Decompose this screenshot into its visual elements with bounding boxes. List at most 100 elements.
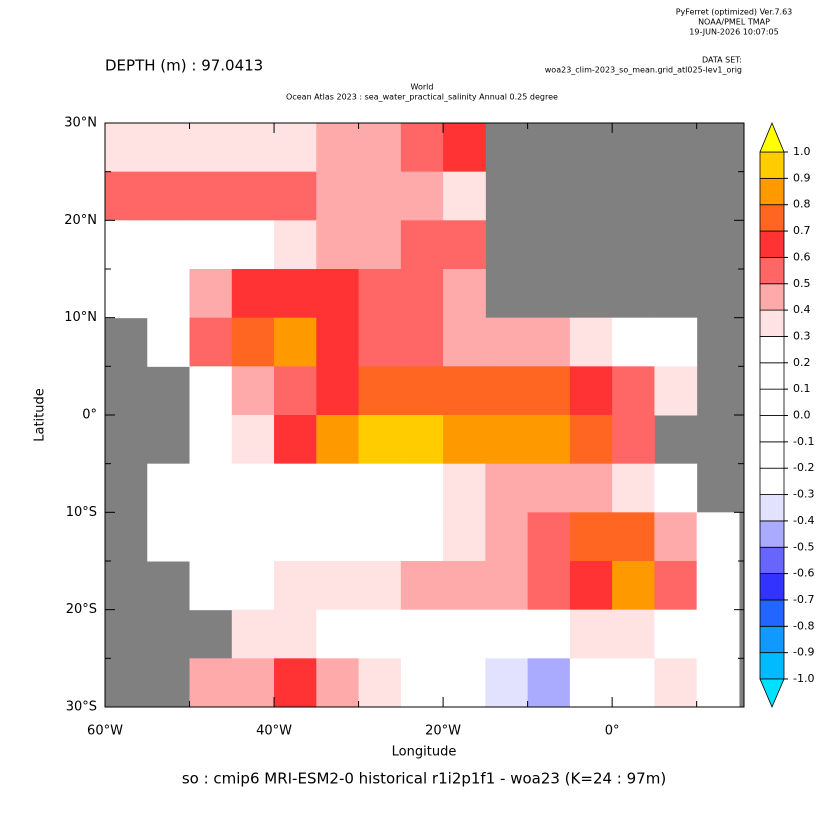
cell [443, 658, 486, 708]
colorbar-bin [759, 177, 785, 206]
cell [274, 658, 317, 708]
cell [316, 512, 360, 562]
cell [274, 123, 317, 173]
cell [231, 317, 275, 367]
cell [189, 658, 233, 708]
colorbar-bin [759, 546, 785, 575]
cell [105, 269, 148, 319]
x-tick-label: 0° [605, 724, 620, 739]
colorbar-label: -1.0 [793, 672, 814, 685]
cell [612, 561, 655, 611]
cell [358, 512, 402, 562]
colorbar-label: -0.1 [793, 435, 814, 448]
cell [400, 123, 444, 173]
cell [696, 609, 740, 659]
cell [612, 415, 655, 465]
cell [527, 561, 571, 611]
cell [654, 512, 698, 562]
colorbar-label: 0.7 [793, 224, 811, 237]
cell [612, 317, 655, 367]
cell [400, 463, 444, 513]
cell [400, 658, 444, 708]
cell [274, 561, 317, 611]
cell [527, 658, 571, 708]
cell [105, 123, 148, 173]
cell [485, 415, 529, 465]
cell [654, 463, 698, 513]
colorbar-label: -0.9 [793, 646, 814, 659]
cell [147, 317, 191, 367]
chart-title: World [411, 83, 434, 92]
cell [231, 415, 275, 465]
depth-label: DEPTH (m) : 97.0413 [105, 57, 263, 75]
cell [231, 561, 275, 611]
cell [231, 609, 275, 659]
cell [147, 123, 191, 173]
colorbar-bin [759, 599, 785, 627]
colorbar-bin [759, 362, 785, 390]
y-tick-label: 10°N [64, 310, 97, 325]
cell [358, 609, 402, 659]
cell [612, 512, 655, 562]
cell [316, 463, 360, 513]
cell [612, 609, 655, 659]
cell [105, 220, 148, 270]
cell [316, 561, 360, 611]
y-tick-label: 20°S [66, 602, 97, 617]
cell [189, 171, 233, 221]
cell [443, 463, 486, 513]
cell [400, 561, 444, 611]
colorbar-bin [759, 388, 785, 416]
cell [612, 366, 655, 416]
cell [400, 609, 444, 659]
cell [696, 658, 740, 708]
cell [443, 269, 486, 319]
colorbar-bin [759, 151, 785, 179]
cell [527, 415, 571, 465]
cell [274, 463, 317, 513]
cell [612, 463, 655, 513]
colorbar-label: -0.4 [793, 514, 814, 527]
colorbar-bin [759, 520, 785, 548]
cell [274, 220, 317, 270]
cell [569, 415, 613, 465]
y-tick-label: 0° [82, 408, 97, 423]
cell [569, 609, 613, 659]
cell [443, 171, 486, 221]
cell [231, 463, 275, 513]
colorbar-arrow-low [759, 678, 785, 709]
colorbar-label: -0.2 [793, 461, 814, 474]
cell [189, 561, 233, 611]
colorbar-bin [759, 415, 785, 443]
cell [231, 512, 275, 562]
cell [316, 317, 360, 367]
cell [400, 366, 444, 416]
cell [189, 512, 233, 562]
cell [485, 658, 529, 708]
colorbar-label: 0.9 [793, 171, 811, 184]
dataset-label: DATA SET: [702, 56, 742, 65]
cell [569, 512, 613, 562]
cell [358, 658, 402, 708]
cell [189, 415, 233, 465]
x-tick-label: 60°W [87, 724, 123, 739]
cell [231, 220, 275, 270]
cell [358, 220, 402, 270]
cell [443, 512, 486, 562]
cell [696, 561, 740, 611]
cell [189, 220, 233, 270]
cell [189, 463, 233, 513]
chart-subtitle: Ocean Atlas 2023 : sea_water_practical_s… [286, 93, 558, 102]
cell [527, 317, 571, 367]
cell [189, 366, 233, 416]
colorbar-bin [759, 336, 785, 364]
cell [189, 269, 233, 319]
cell [358, 463, 402, 513]
dataset: woa23_clim-2023_so_mean.grid_atl025-lev1… [545, 66, 742, 75]
colorbar-arrow-high [759, 121, 785, 153]
cell [316, 609, 360, 659]
cell [316, 415, 360, 465]
caption: so : cmip6 MRI-ESM2-0 historical r1i2p1f… [182, 770, 666, 788]
colorbar-label: 0.6 [793, 250, 811, 263]
cell [274, 171, 317, 221]
